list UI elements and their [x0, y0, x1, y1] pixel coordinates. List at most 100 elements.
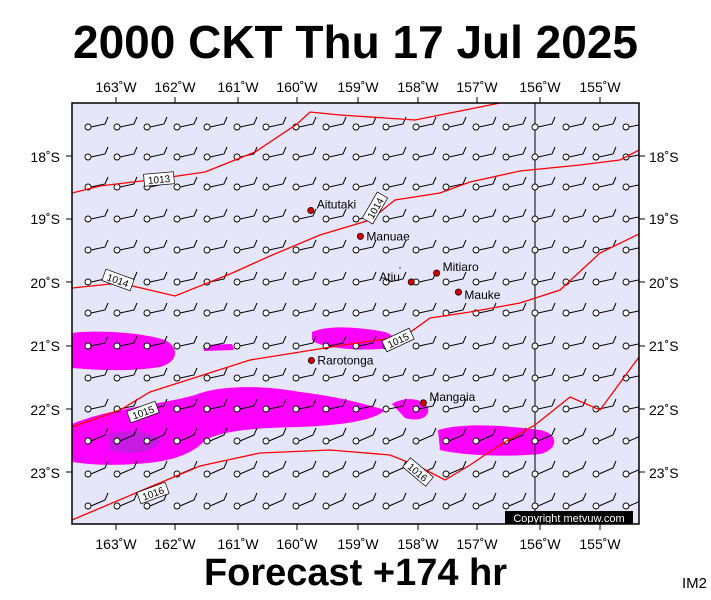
wind-barb	[322, 116, 347, 131]
isobar-1016	[72, 356, 639, 521]
wind-barb	[292, 208, 317, 223]
wind-barb	[292, 427, 317, 445]
rain-area-mangaia	[392, 399, 429, 420]
isobar-1015	[72, 233, 639, 428]
wind-barb	[412, 146, 437, 161]
wind-barb	[143, 208, 168, 223]
wind-barb	[292, 492, 317, 510]
wind-barb	[592, 302, 617, 317]
wind-barb	[531, 271, 556, 286]
wind-barb	[113, 239, 138, 254]
left-lat-axis: 18˚S 19˚S 20˚S 21˚S 22˚S 23˚S	[30, 149, 60, 481]
wind-barb	[412, 492, 437, 510]
wind-barb	[472, 302, 497, 317]
isobar-label: 1013	[143, 171, 175, 187]
wind-barb	[562, 302, 587, 317]
lon-label: 162˚W	[154, 536, 196, 552]
lat-label: 19˚S	[649, 211, 679, 227]
wind-barb	[622, 501, 639, 510]
wind-barb	[382, 460, 407, 478]
wind-barb	[442, 367, 467, 382]
wind-barb	[292, 335, 317, 350]
lon-label: 160˚W	[276, 79, 318, 95]
wind-barb	[502, 302, 527, 317]
wind-barb	[233, 427, 258, 445]
bottom-lon-axis: 163˚W 162˚W 161˚W 160˚W 159˚W 158˚W 157˚…	[95, 536, 621, 552]
wind-barb	[502, 492, 527, 510]
wind-barb	[322, 460, 347, 478]
wind-barb	[143, 271, 168, 286]
wind-barb	[84, 398, 109, 413]
wind-barb	[233, 116, 258, 131]
wind-barb	[262, 176, 287, 191]
lon-label: 155˚W	[579, 536, 621, 552]
wind-barb	[562, 335, 587, 350]
wind-barb	[382, 239, 407, 254]
isobar-label-text: 1013	[148, 174, 172, 187]
wind-barb	[442, 335, 467, 350]
wind-barb	[472, 271, 497, 286]
wind-barb	[442, 146, 467, 161]
map-frame	[71, 102, 640, 525]
wind-barb	[233, 271, 258, 286]
wind-barb	[472, 398, 497, 413]
wind-barb	[173, 398, 198, 413]
wind-barb	[622, 405, 639, 413]
lon-label: 161˚W	[217, 536, 259, 552]
wind-barb	[233, 208, 258, 223]
isobar-labels: 1013 1014 1014 1015 1015 1016	[101, 171, 434, 505]
wind-barb	[562, 367, 587, 382]
wind-barb	[262, 302, 287, 317]
wind-barb	[322, 271, 347, 286]
wind-barb	[322, 302, 347, 317]
wind-barb	[562, 427, 587, 445]
wind-barb	[472, 492, 497, 510]
wind-barb	[442, 398, 467, 413]
lon-label: 160˚W	[276, 536, 318, 552]
wind-barb	[442, 492, 467, 510]
wind-barb	[531, 367, 556, 382]
wind-barb	[84, 367, 109, 382]
wind-barb	[531, 176, 556, 191]
wind-barb	[203, 335, 228, 350]
wind-barb	[382, 176, 407, 191]
wind-barb	[292, 398, 317, 413]
atiu-mark: ·	[398, 260, 402, 274]
wind-barb	[622, 309, 639, 317]
wind-barb	[173, 427, 198, 445]
wind-barb	[173, 367, 198, 382]
island-marker	[356, 232, 364, 240]
island-marker	[454, 288, 462, 296]
wind-barb	[412, 208, 437, 223]
wind-barb	[322, 208, 347, 223]
wind-barb	[562, 239, 587, 254]
island-marker	[307, 356, 315, 364]
wind-barb	[84, 492, 109, 510]
wind-barb	[233, 398, 258, 413]
wind-barb	[472, 146, 497, 161]
wind-barb	[562, 116, 587, 131]
wind-barb	[382, 367, 407, 382]
wind-barb	[84, 302, 109, 317]
wind-barb	[84, 116, 109, 131]
wind-barb	[113, 302, 138, 317]
isobar-1014	[72, 149, 639, 297]
lon-label: 158˚W	[397, 79, 439, 95]
lat-label: 22˚S	[30, 402, 60, 418]
lon-label: 157˚W	[456, 79, 498, 95]
island-label: Manuae	[366, 229, 410, 243]
wind-barb	[143, 146, 168, 161]
lat-label: 21˚S	[649, 338, 679, 354]
island-label: Aitutaki	[317, 197, 356, 211]
island-label: Mangaia	[429, 390, 475, 404]
wind-barb	[502, 176, 527, 191]
wind-barb	[113, 492, 138, 510]
lon-label: 161˚W	[217, 79, 259, 95]
wind-barb	[531, 116, 556, 131]
lat-label: 20˚S	[649, 275, 679, 291]
lon-label: 156˚W	[519, 79, 561, 95]
wind-barb	[562, 146, 587, 161]
wind-barb	[442, 271, 467, 286]
wind-barb	[262, 146, 287, 161]
lon-label: 158˚W	[397, 536, 439, 552]
